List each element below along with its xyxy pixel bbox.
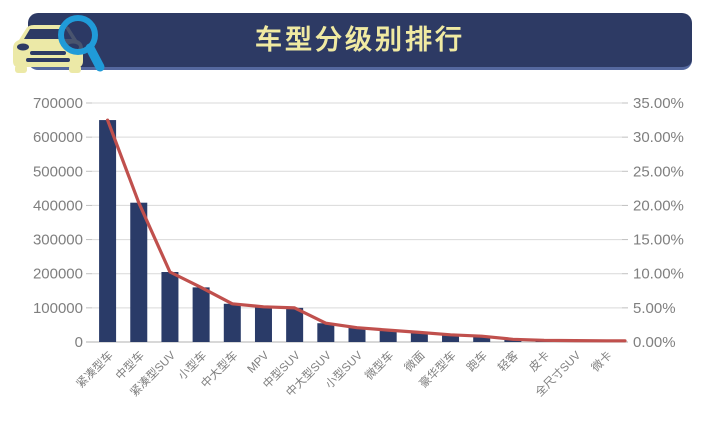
y-axis-left-label: 600000 [33, 129, 83, 146]
y-axis-right-label: 0.00% [633, 334, 676, 351]
bar [442, 334, 460, 342]
y-axis-left-label: 700000 [33, 95, 83, 112]
x-axis-label: 微型车 [362, 348, 396, 382]
bar [473, 336, 491, 342]
y-axis-left-label: 400000 [33, 197, 83, 214]
y-axis-right-label: 20.00% [633, 197, 684, 214]
x-axis-label: 微面 [401, 348, 427, 374]
bar [254, 306, 272, 342]
bar [379, 330, 397, 342]
x-axis-label: 跑车 [464, 348, 490, 374]
y-axis-right-label: 35.00% [633, 95, 684, 112]
x-axis-label: 紧凑型车 [73, 348, 115, 390]
y-axis-left-label: 300000 [33, 232, 83, 249]
x-axis-label: 微卡 [588, 348, 614, 374]
car-search-icon [13, 15, 105, 73]
magnifier-icon [58, 15, 105, 72]
bar [286, 307, 304, 342]
y-axis-right-label: 30.00% [633, 129, 684, 146]
bar [99, 120, 117, 342]
bar [317, 323, 335, 342]
x-axis-label: 轻客 [495, 348, 522, 375]
y-axis-right-label: 25.00% [633, 163, 684, 180]
y-axis-right-label: 15.00% [633, 232, 684, 249]
combo-chart: 700000 35.00% 600000 30.00% 500000 25.00% 4000… [33, 95, 684, 399]
x-axis-label: MPV [245, 349, 271, 375]
bar [130, 202, 148, 342]
y-axis-right-label: 5.00% [633, 300, 676, 317]
bar [161, 272, 179, 342]
y-axis-left-label: 100000 [33, 300, 83, 317]
y-axis-left-label: 500000 [33, 163, 83, 180]
page-title: 车型分级别排行 [255, 25, 465, 55]
bar [410, 332, 428, 342]
y-axis-left-label: 200000 [33, 266, 83, 283]
bar [223, 303, 241, 342]
y-axis-left-label: 0 [75, 334, 83, 351]
x-axis-label: 皮卡 [527, 349, 552, 374]
chart-area: 700000 35.00% 600000 30.00% 500000 25.00% 4000… [0, 90, 721, 435]
trend-line [105, 118, 627, 343]
header-bar: 车型分级别排行 [28, 13, 692, 70]
bar [192, 287, 210, 342]
bar [348, 327, 366, 342]
y-axis-right-label: 10.00% [633, 266, 684, 283]
